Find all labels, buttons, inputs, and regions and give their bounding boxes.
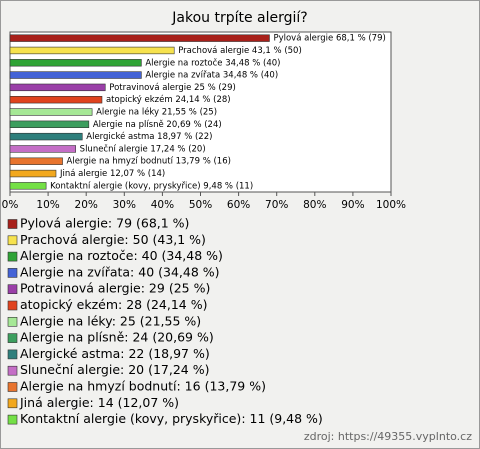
bar bbox=[9, 145, 76, 153]
legend-swatch bbox=[7, 284, 18, 295]
legend-swatch bbox=[7, 365, 18, 376]
legend-label: Sluneční alergie: 20 (17,24 %) bbox=[20, 362, 209, 377]
legend-label: Alergické astma: 22 (18,97 %) bbox=[20, 346, 210, 361]
legend-label: Jiná alergie: 14 (12,07 %) bbox=[19, 395, 179, 410]
x-tick-label: 0% bbox=[2, 199, 19, 211]
x-tick-label: 10% bbox=[36, 199, 59, 211]
bar bbox=[9, 71, 142, 79]
legend-label: Alergie na plísně: 24 (20,69 %) bbox=[20, 330, 214, 345]
x-tick-label: 20% bbox=[75, 199, 98, 211]
x-tick-label: 70% bbox=[265, 199, 288, 211]
data-label: Jiná alergie 12,07 % (14) bbox=[59, 169, 165, 179]
legend-swatch bbox=[7, 349, 18, 360]
data-label: Alergie na plísně 20,69 % (24) bbox=[93, 120, 222, 130]
bar bbox=[9, 120, 90, 128]
legend-swatch bbox=[7, 398, 18, 409]
bar bbox=[9, 157, 63, 165]
data-label: Potravinová alergie 25 % (29) bbox=[109, 83, 236, 93]
bar bbox=[9, 46, 175, 55]
legend-label: Prachová alergie: 50 (43,1 %) bbox=[20, 232, 206, 247]
data-label: Kontaktní alergie (kovy, pryskyřice) 9,4… bbox=[50, 181, 253, 191]
legend-swatch bbox=[7, 235, 18, 246]
bar bbox=[9, 83, 106, 92]
bar bbox=[9, 132, 83, 141]
legend-swatch bbox=[7, 333, 18, 343]
legend-swatch bbox=[7, 414, 18, 425]
legend-swatch bbox=[7, 300, 18, 311]
bar bbox=[9, 59, 142, 67]
legend-swatch bbox=[7, 316, 18, 327]
data-label: Alergické astma 18,97 % (22) bbox=[86, 131, 212, 142]
data-label: Sluneční alergie 17,24 % (20) bbox=[80, 143, 206, 154]
legend-swatch bbox=[7, 251, 18, 262]
legend-label: Alergie na hmyzí bodnutí: 16 (13,79 %) bbox=[20, 379, 266, 394]
x-tick-label: 90% bbox=[341, 199, 364, 211]
legend-swatch bbox=[7, 219, 18, 229]
data-label: Alergie na roztoče 34,48 % (40) bbox=[145, 57, 280, 68]
bar bbox=[9, 34, 270, 42]
legend-label: Alergie na zvířata: 40 (34,48 %) bbox=[20, 264, 220, 279]
legend-label: Kontaktní alergie (kovy, pryskyřice): 11… bbox=[20, 411, 323, 426]
x-tick-label: 50% bbox=[189, 199, 212, 211]
legend-label: Potravinová alergie: 29 (25 %) bbox=[20, 281, 210, 296]
x-tick-label: 100% bbox=[376, 199, 406, 211]
chart-title: Jakou trpíte alergií? bbox=[171, 10, 307, 26]
data-label: Alergie na hmyzí bodnutí 13,79 % (16) bbox=[67, 157, 231, 167]
legend-label: atopický ekzém: 28 (24,14 %) bbox=[20, 297, 207, 312]
data-label: Alergie na zvířata 34,48 % (40) bbox=[145, 71, 278, 81]
bar bbox=[9, 96, 103, 104]
x-tick-label: 60% bbox=[227, 199, 250, 211]
legend-label: Pylová alergie: 79 (68,1 %) bbox=[20, 216, 189, 231]
data-label: Alergie na léky 21,55 % (25) bbox=[96, 107, 217, 118]
legend-label: Alergie na roztoče: 40 (34,48 %) bbox=[20, 248, 223, 263]
bar bbox=[9, 108, 93, 116]
data-label: Pylová alergie 68,1 % (79) bbox=[273, 34, 385, 44]
source: zdroj: https://49355.vyplnto.cz bbox=[304, 430, 472, 443]
data-label: Prachová alergie 43,1 % (50) bbox=[178, 46, 302, 56]
legend-label: Alergie na léky: 25 (21,55 %) bbox=[20, 313, 201, 328]
bar bbox=[9, 169, 57, 178]
x-tick-label: 80% bbox=[303, 199, 326, 211]
x-tick-label: 30% bbox=[113, 199, 136, 211]
bar bbox=[9, 182, 47, 190]
legend-swatch bbox=[7, 382, 18, 392]
data-label: atopický ekzém 24,14 % (28) bbox=[106, 94, 231, 105]
legend-swatch bbox=[7, 268, 18, 278]
x-tick-label: 40% bbox=[151, 199, 174, 211]
